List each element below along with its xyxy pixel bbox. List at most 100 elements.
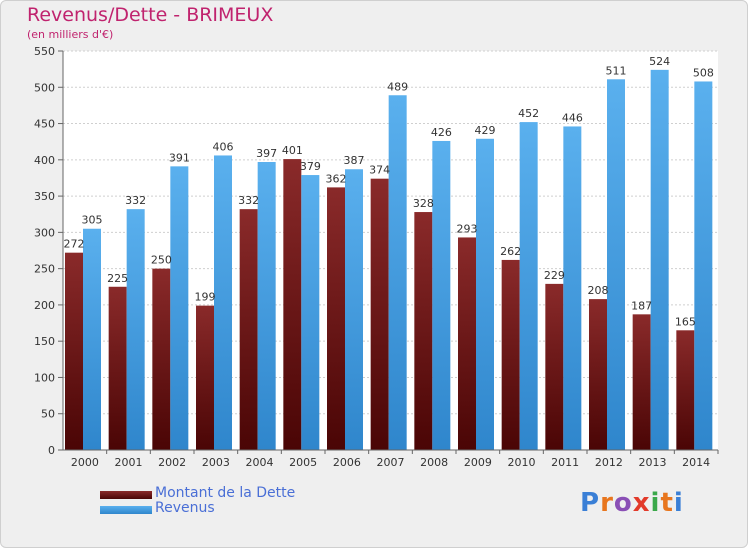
bar-revenus bbox=[563, 126, 582, 451]
y-tick-label: 450 bbox=[34, 118, 55, 131]
bar-debt bbox=[65, 252, 83, 450]
x-tick-label: 2010 bbox=[508, 456, 536, 469]
x-tick-label: 2014 bbox=[682, 456, 710, 469]
data-label-debt: 225 bbox=[107, 272, 128, 285]
y-tick-label: 550 bbox=[34, 45, 55, 58]
data-label-revenus: 446 bbox=[562, 111, 583, 124]
x-tick-label: 2003 bbox=[202, 456, 230, 469]
x-tick-label: 2011 bbox=[551, 456, 579, 469]
bar-revenus bbox=[476, 138, 494, 450]
y-tick-label: 0 bbox=[48, 444, 55, 457]
bar-debt bbox=[632, 314, 651, 450]
logo-letter: i bbox=[673, 488, 684, 518]
bar-revenus bbox=[650, 69, 669, 450]
data-label-debt: 362 bbox=[326, 172, 347, 185]
y-tick-label: 400 bbox=[34, 154, 55, 167]
legend-swatch-debt bbox=[100, 491, 152, 499]
data-label-revenus: 426 bbox=[431, 126, 452, 139]
data-label-debt: 262 bbox=[500, 245, 521, 258]
y-tick-label: 300 bbox=[34, 226, 55, 239]
y-tick-label: 350 bbox=[34, 190, 55, 203]
data-label-revenus: 391 bbox=[169, 151, 190, 164]
data-label-debt: 229 bbox=[544, 269, 565, 282]
data-label-revenus: 489 bbox=[387, 80, 408, 93]
data-label-debt: 165 bbox=[675, 315, 696, 328]
bar-revenus bbox=[345, 169, 363, 450]
bar-debt bbox=[370, 178, 389, 450]
data-label-debt: 332 bbox=[238, 194, 259, 207]
bar-debt bbox=[283, 159, 302, 451]
bar-debt bbox=[152, 268, 171, 450]
data-label-revenus: 332 bbox=[125, 194, 146, 207]
y-tick-label: 200 bbox=[34, 299, 55, 312]
data-label-debt: 187 bbox=[631, 299, 652, 312]
x-tick-label: 2002 bbox=[158, 456, 186, 469]
data-label-debt: 199 bbox=[195, 291, 216, 304]
proxiti-logo: Proxiti bbox=[580, 488, 684, 518]
x-tick-label: 2012 bbox=[595, 456, 623, 469]
x-tick-label: 2009 bbox=[464, 456, 492, 469]
data-label-debt: 272 bbox=[64, 238, 85, 251]
logo-letter: i bbox=[650, 488, 661, 518]
bar-debt bbox=[458, 237, 476, 450]
y-tick-label: 250 bbox=[34, 263, 55, 276]
data-label-debt: 293 bbox=[457, 222, 478, 235]
data-label-debt: 328 bbox=[413, 197, 434, 210]
y-tick-label: 50 bbox=[41, 408, 55, 421]
data-label-debt: 208 bbox=[588, 284, 609, 297]
data-label-revenus: 406 bbox=[213, 140, 234, 153]
x-tick-label: 2007 bbox=[377, 456, 405, 469]
data-label-revenus: 524 bbox=[649, 55, 670, 68]
bar-debt bbox=[676, 330, 695, 450]
legend-label-revenus: Revenus bbox=[155, 500, 215, 516]
bar-revenus bbox=[432, 140, 451, 450]
bar-debt bbox=[239, 209, 258, 450]
y-tick-label: 100 bbox=[34, 371, 55, 384]
bar-revenus bbox=[519, 122, 538, 450]
bar-debt bbox=[589, 299, 607, 450]
data-label-revenus: 508 bbox=[693, 66, 714, 79]
x-tick-label: 2000 bbox=[71, 456, 99, 469]
chart-subtitle: (en milliers d'€) bbox=[27, 28, 114, 41]
bar-debt bbox=[196, 305, 214, 450]
x-tick-label: 2004 bbox=[246, 456, 274, 469]
bar-revenus bbox=[83, 228, 101, 450]
data-label-debt: 401 bbox=[282, 144, 303, 157]
logo-letter: x bbox=[632, 488, 651, 518]
legend-label-debt: Montant de la Dette bbox=[155, 485, 296, 501]
x-tick-label: 2006 bbox=[333, 456, 361, 469]
bar-revenus bbox=[388, 95, 407, 451]
data-label-revenus: 379 bbox=[300, 160, 321, 173]
chart-title: Revenus/Dette - BRIMEUX bbox=[27, 4, 274, 26]
bar-debt bbox=[414, 212, 433, 450]
x-tick-label: 2005 bbox=[289, 456, 317, 469]
bar-revenus bbox=[126, 209, 145, 450]
bar-debt bbox=[545, 283, 564, 450]
x-tick-label: 2013 bbox=[639, 456, 667, 469]
bar-revenus bbox=[694, 81, 713, 451]
data-label-debt: 374 bbox=[369, 164, 390, 177]
bar-revenus bbox=[607, 79, 625, 450]
data-label-revenus: 511 bbox=[606, 64, 627, 77]
legend-swatch-revenus bbox=[100, 506, 152, 514]
logo-letter: o bbox=[613, 488, 633, 518]
data-label-revenus: 452 bbox=[518, 107, 539, 120]
logo-letter: r bbox=[600, 488, 614, 518]
data-label-revenus: 387 bbox=[344, 154, 365, 167]
y-tick-label: 500 bbox=[34, 81, 55, 94]
logo-letter: t bbox=[660, 488, 674, 518]
data-label-revenus: 397 bbox=[256, 147, 277, 160]
data-label-revenus: 429 bbox=[475, 124, 496, 137]
data-label-revenus: 305 bbox=[82, 214, 103, 227]
bar-revenus bbox=[257, 161, 276, 450]
bar-debt bbox=[108, 286, 127, 450]
logo-letter: P bbox=[580, 488, 601, 518]
y-tick-label: 150 bbox=[34, 335, 55, 348]
bar-debt bbox=[327, 187, 345, 451]
bar-revenus bbox=[170, 166, 189, 450]
data-label-debt: 250 bbox=[151, 254, 172, 267]
bar-revenus bbox=[214, 155, 232, 450]
bar-revenus bbox=[301, 175, 320, 450]
bar-debt bbox=[501, 259, 520, 450]
